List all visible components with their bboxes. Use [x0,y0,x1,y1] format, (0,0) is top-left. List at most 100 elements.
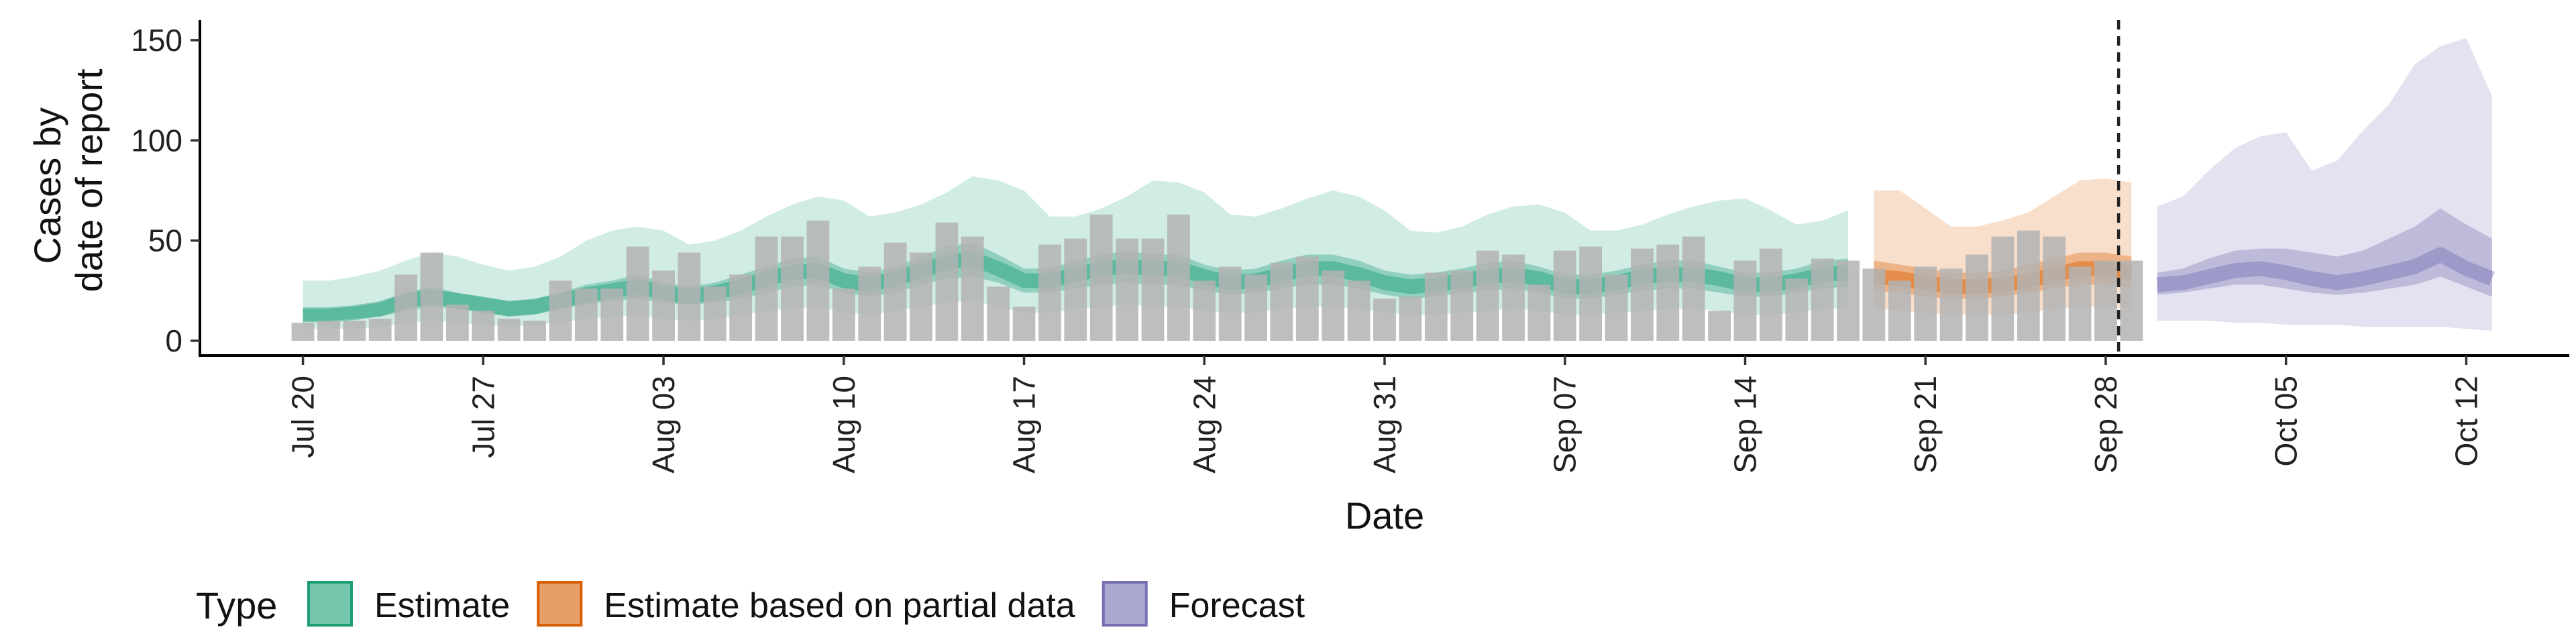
case-bar [781,236,804,341]
case-bar [1218,266,1242,341]
case-bar [1733,260,1757,341]
case-bar [549,280,572,341]
legend: Type Estimate Estimate based on partial d… [196,581,1305,627]
case-bar [1862,268,1886,341]
y-tick-label: 100 [131,123,182,158]
y-tick-label: 50 [148,223,182,258]
case-bar [832,288,855,341]
case-bar [806,220,830,341]
case-bar [678,252,701,341]
case-bar [858,266,881,341]
case-bar [420,252,443,341]
legend-key-2 [1102,581,1148,627]
case-bar [755,236,778,341]
y-axis-title-line-1: Cases by [26,107,68,264]
x-tick-label: Oct 05 [2269,376,2304,467]
case-bar [1322,270,1345,341]
case-bar [1837,260,1860,341]
y-axis-title-line-2: date of report [68,68,110,292]
case-bar [472,311,495,341]
case-bar [291,323,315,341]
case-bar [1553,250,1576,341]
case-bar [1991,236,2015,341]
median-band-2 [2156,247,2495,292]
case-bar [600,288,624,341]
case-bar [1605,274,1628,341]
legend-entry-1: Estimate based on partial data [604,586,1075,625]
ci90-band-2 [2157,38,2492,331]
case-bar [1888,280,1911,341]
case-bar [1424,272,1448,341]
case-bar [1089,214,1113,341]
x-tick-label: Sep 14 [1727,376,1762,474]
case-bar [1966,254,1988,341]
case-bar [497,319,521,341]
case-bar [1038,244,1061,341]
axes-layer: 0 50 100 150 Jul 20 Jul 27 Aug 03 Aug 10 Aug 17 A… [131,20,2569,474]
legend-key-1 [537,581,583,627]
case-bar [394,274,417,341]
case-bar [1579,246,1602,341]
case-bar [961,236,984,341]
case-bar [1527,284,1551,341]
case-bar [1914,266,1937,341]
case-bar [2120,260,2143,341]
x-tick-label: Sep 21 [1908,376,1943,474]
case-bar [987,286,1010,341]
case-bar [317,321,340,341]
y-tick-label: 0 [165,323,182,358]
case-bar [1295,256,1319,341]
case-bar [1631,248,1654,341]
case-bar [1373,299,1396,341]
case-bar [935,222,959,341]
case-bar [368,319,392,341]
x-tick-label: Sep 28 [2088,376,2123,474]
case-bar [1399,297,1422,341]
y-axis-title: Cases by date of report [26,68,110,292]
legend-entry-2: Forecast [1169,586,1305,625]
case-bar [1012,307,1036,341]
case-bar [1193,280,1216,341]
ci50-band-2 [2157,208,2492,297]
case-bar [1939,268,1963,341]
x-tick-label: Aug 31 [1367,376,1402,474]
case-bar [910,252,932,341]
case-bar [626,246,649,341]
case-bar [446,305,469,341]
case-bar [1270,262,1293,341]
legend-key-0 [307,581,353,627]
case-bar [652,270,675,341]
case-bar [883,242,907,341]
x-tick-label: Aug 10 [826,376,861,474]
case-bar [1347,280,1371,341]
x-tick-label: Jul 20 [286,376,321,458]
x-tick-label: Sep 07 [1548,376,1582,474]
case-bar [1502,254,1525,341]
case-bar [1682,236,1705,341]
case-bar [523,321,546,341]
legend-entry-0: Estimate [374,586,510,625]
bar-layer [291,214,2143,341]
x-tick-label: Aug 24 [1187,376,1222,474]
case-bar [1708,311,1731,341]
case-bar [1064,238,1087,341]
case-bar [1244,274,1267,341]
case-bar [1811,258,1834,341]
case-bar [1760,248,1782,341]
case-bar [1141,238,1165,341]
case-bar [729,274,753,341]
case-bar [2043,236,2066,341]
case-bar [1116,238,1138,341]
case-bar [1450,270,1474,341]
case-bar [2017,230,2040,341]
x-tick-label: Jul 27 [466,376,500,458]
case-bar [1785,278,1809,341]
x-tick-label: Aug 03 [646,376,681,474]
case-bar [1656,244,1680,341]
case-bar [1167,214,1190,341]
y-tick-label: 150 [131,23,182,58]
case-bar [2068,266,2092,341]
case-bar [575,288,598,341]
x-tick-label: Aug 17 [1007,376,1042,474]
